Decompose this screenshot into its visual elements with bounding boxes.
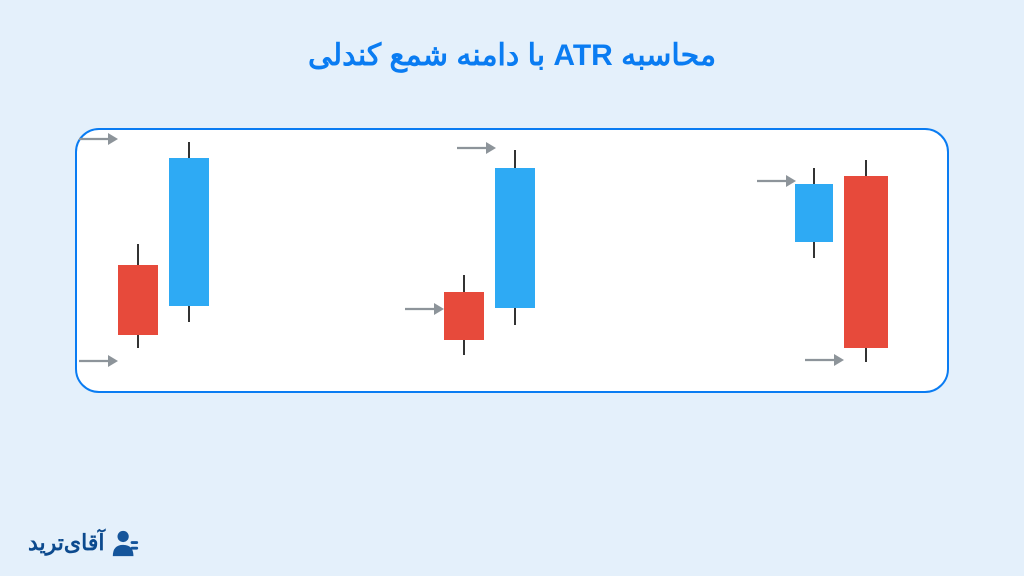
candle-body: [169, 158, 209, 306]
arrow-g3-arrow-top: [756, 174, 798, 188]
candle-body: [118, 265, 158, 335]
arrow-g1-arrow-top: [78, 132, 120, 146]
person-icon: [110, 528, 140, 558]
title-text: محاسبه ATR با دامنه شمع کندلی: [308, 39, 716, 72]
brand-logo: آقای‌ترید: [28, 528, 140, 558]
arrow-g2-arrow-top: [456, 141, 498, 155]
logo-text: آقای‌ترید: [28, 530, 104, 556]
arrow-g1-arrow-bottom: [78, 354, 120, 368]
candle-body: [795, 184, 833, 242]
arrow-g3-arrow-bottom: [804, 353, 846, 367]
candle-body: [495, 168, 535, 308]
candle-body: [844, 176, 888, 348]
candle-body: [444, 292, 484, 340]
page-title: محاسبه ATR با دامنه شمع کندلی: [0, 0, 1024, 73]
arrow-g2-arrow-bottom: [404, 302, 446, 316]
